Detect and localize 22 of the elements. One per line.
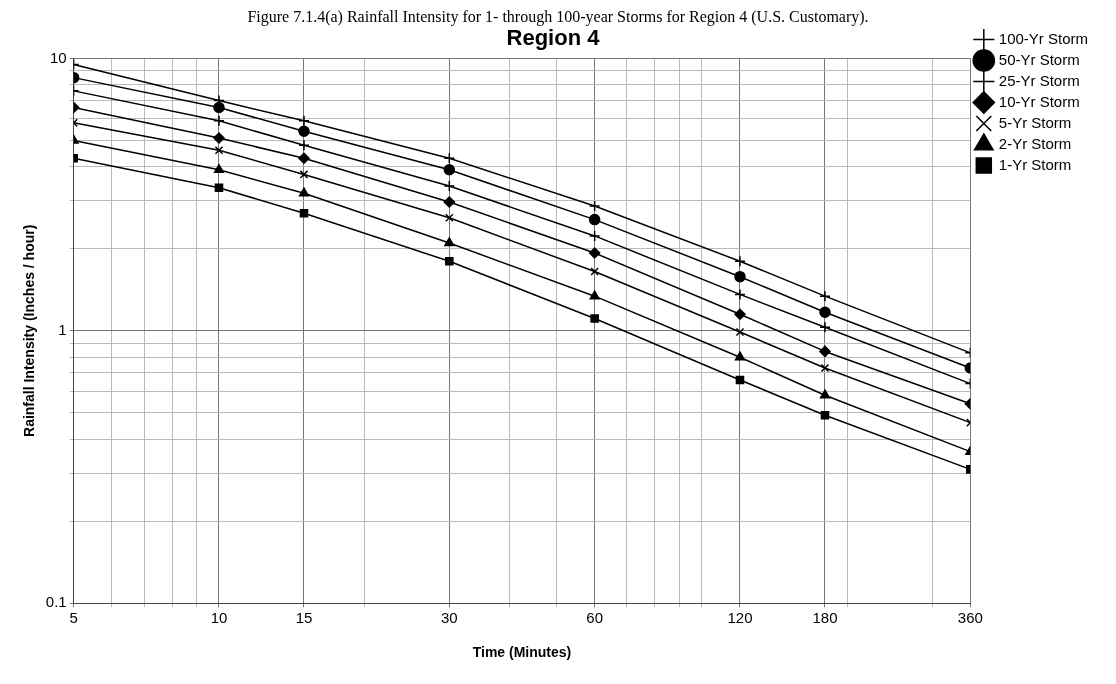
chart-title: Region 4 [506, 25, 601, 51]
y-tick-label: 1 [58, 320, 67, 338]
legend-label: 2-Yr Storm [998, 134, 1072, 152]
x-tick-label: 360 [957, 609, 983, 627]
y-tick-label: 10 [49, 48, 67, 66]
x-tick-label: 15 [295, 609, 313, 627]
legend-label: 5-Yr Storm [998, 113, 1072, 131]
x-tick-label: 180 [812, 609, 838, 627]
legend-label: 50-Yr Storm [998, 50, 1080, 68]
legend-label: 100-Yr Storm [998, 29, 1089, 47]
x-tick-label: 120 [727, 609, 753, 627]
x-tick-label: 5 [69, 609, 78, 627]
legend-label: 25-Yr Storm [998, 71, 1080, 89]
x-axis-title: Time (Minutes) [472, 644, 572, 661]
legend-label: 10-Yr Storm [998, 92, 1080, 110]
y-tick-label: 0.1 [45, 593, 67, 611]
y-axis-title: Rainfall Intensity (Inches / hour) [21, 224, 38, 437]
legend-label: 1-Yr Storm [998, 155, 1072, 173]
x-tick-label: 30 [440, 609, 458, 627]
x-tick-label: 60 [586, 609, 603, 627]
caption: Figure 7.1.4(a) Rainfall Intensity for 1- through 100-year Storms for Region 4 (U.S. Customary). [246, 8, 870, 26]
x-tick-label: 10 [210, 609, 228, 627]
